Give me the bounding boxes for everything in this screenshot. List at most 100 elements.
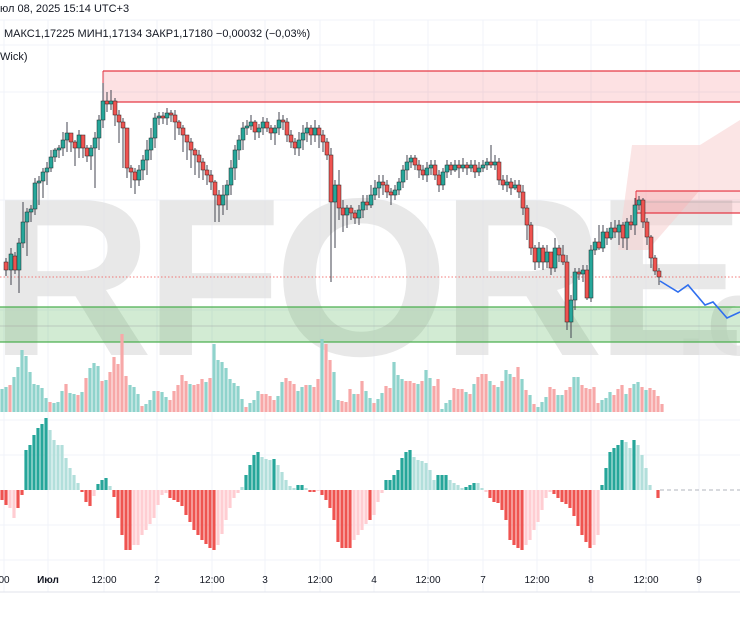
candle xyxy=(112,98,118,126)
histogram-bar xyxy=(520,490,524,550)
volume-bar xyxy=(68,393,72,412)
candle xyxy=(568,295,574,338)
volume-bar xyxy=(536,407,540,412)
histogram-bar xyxy=(376,490,380,502)
candle xyxy=(236,135,242,160)
histogram-bar xyxy=(156,490,160,505)
candle xyxy=(92,132,98,188)
histogram-bar xyxy=(180,490,184,506)
histogram-bar xyxy=(584,490,588,542)
histogram-bar xyxy=(136,490,140,545)
volume-bar xyxy=(64,384,68,412)
histogram-bar xyxy=(196,490,200,535)
histogram-bar xyxy=(236,490,240,493)
forecast-path[interactable] xyxy=(659,280,740,319)
candle xyxy=(48,150,54,172)
histogram-bar xyxy=(444,475,448,490)
volume-bar xyxy=(328,360,332,412)
histogram-bar xyxy=(544,490,548,498)
histogram-bar xyxy=(468,485,472,490)
volume-bar xyxy=(108,372,112,412)
volume-bar xyxy=(528,395,532,412)
candle xyxy=(280,115,286,130)
candle xyxy=(528,222,534,255)
volume-bar xyxy=(32,384,36,412)
candle xyxy=(324,138,330,160)
volume-bar xyxy=(184,381,188,412)
volume-bar xyxy=(96,366,100,412)
volume-bar xyxy=(632,384,636,412)
volume-bar xyxy=(44,398,48,412)
volume-bar xyxy=(16,367,20,412)
candle xyxy=(380,175,386,195)
histogram-bar xyxy=(464,487,468,490)
volume-bar xyxy=(580,385,584,412)
candle xyxy=(124,127,130,178)
candle xyxy=(136,165,142,186)
candle xyxy=(268,125,274,140)
volume-bar xyxy=(212,344,216,412)
histogram-bar xyxy=(572,490,576,516)
resistance-zone-upper[interactable] xyxy=(102,70,740,103)
volume-bar xyxy=(188,384,192,412)
volume-bar xyxy=(208,378,212,412)
candle xyxy=(152,113,158,148)
volume-bar xyxy=(340,401,344,412)
histogram-bar xyxy=(128,490,132,550)
volume-bar xyxy=(24,356,28,412)
histogram-bar xyxy=(536,490,540,522)
x-axis-label: 3 xyxy=(262,575,268,586)
resistance-zone-lower[interactable] xyxy=(635,190,740,214)
volume-bar xyxy=(332,372,336,412)
candle xyxy=(524,205,530,240)
candle xyxy=(264,118,270,132)
candlestick-series[interactable] xyxy=(3,83,662,338)
histogram-bar xyxy=(36,428,40,490)
candle xyxy=(88,145,94,170)
histogram-bar xyxy=(152,490,156,518)
volume-bar xyxy=(40,388,44,412)
histogram-bar xyxy=(96,484,100,490)
histogram-bar xyxy=(132,490,136,545)
histogram-bar xyxy=(576,490,580,526)
histogram-bar xyxy=(44,418,48,490)
volume-bar xyxy=(560,395,564,412)
candle xyxy=(556,245,562,262)
support-zone[interactable] xyxy=(0,306,740,343)
histogram-bar xyxy=(332,490,336,520)
volume-bar xyxy=(524,390,528,412)
volume-bar xyxy=(220,362,224,412)
histogram-bar xyxy=(580,490,584,535)
histogram-bar xyxy=(508,490,512,540)
volume-bar xyxy=(464,392,468,412)
candle xyxy=(3,258,9,276)
histogram-bar xyxy=(476,483,480,490)
volume-bar xyxy=(272,400,276,412)
histogram-bar xyxy=(172,490,176,500)
volume-bar xyxy=(368,398,372,412)
volume-bar xyxy=(636,382,640,412)
volume-bar xyxy=(252,400,256,412)
volume-bar xyxy=(320,339,324,412)
histogram-bar xyxy=(336,490,340,542)
x-axis-label: 4 xyxy=(371,575,377,586)
histogram-bar xyxy=(340,490,344,548)
volume-bar xyxy=(216,360,220,412)
histogram-bar xyxy=(48,430,52,490)
candle xyxy=(192,148,198,175)
candle xyxy=(164,108,170,125)
candle xyxy=(260,117,266,135)
histogram-bar xyxy=(648,485,652,490)
volume-bar xyxy=(544,397,548,412)
candle xyxy=(224,180,230,210)
volume-bar xyxy=(88,368,92,412)
histogram-bar xyxy=(68,468,72,490)
histogram-bar xyxy=(280,472,284,490)
volume-bar xyxy=(264,394,268,412)
volume-bar xyxy=(236,386,240,412)
volume-bar xyxy=(476,377,480,412)
volume-bar xyxy=(172,391,176,412)
candle xyxy=(496,158,502,185)
volume-bar xyxy=(300,387,304,412)
